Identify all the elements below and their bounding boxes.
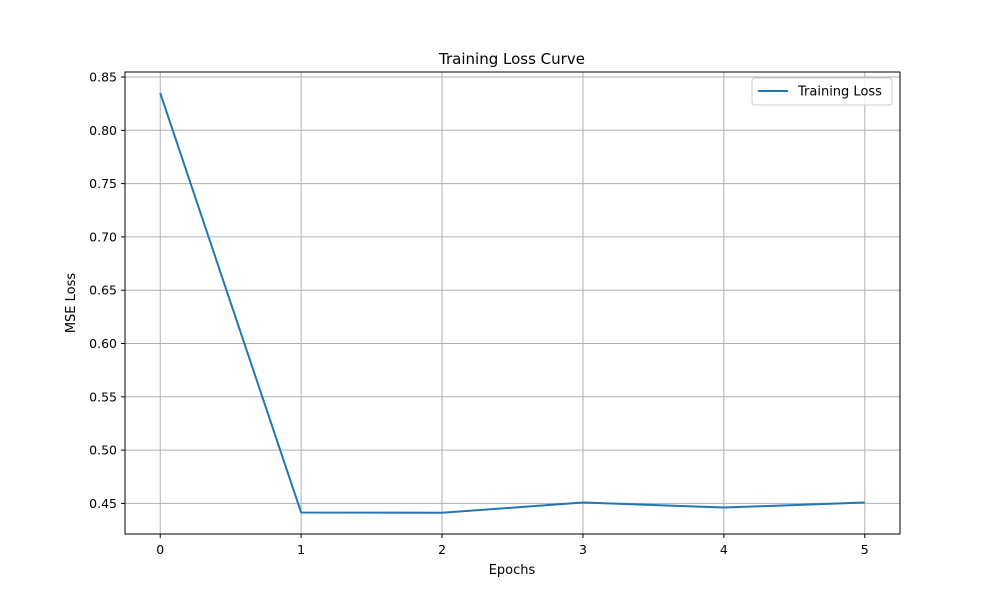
- y-tick-label: 0.45: [89, 496, 117, 511]
- series-layer: [159, 92, 865, 514]
- chart-title: Training Loss Curve: [438, 50, 585, 68]
- x-axis-title: Epochs: [489, 563, 536, 578]
- legend-box: [751, 77, 893, 106]
- legend-label-training-loss: Training Loss: [797, 85, 882, 100]
- y-tick-label: 0.80: [89, 123, 117, 138]
- x-tick-label: 0: [156, 542, 164, 557]
- y-tick-label: 0.70: [89, 229, 117, 244]
- y-tick-label: 0.55: [89, 389, 117, 404]
- series-line-training-loss: [159, 92, 865, 514]
- y-tick-label: 0.50: [89, 443, 117, 458]
- x-tick-label: 3: [579, 542, 587, 557]
- x-tick-label: 1: [297, 542, 305, 557]
- y-axis: 0.45 0.50 0.55 0.60 0.65 0.70 0.75 0.80 0.85: [89, 70, 125, 511]
- gridlines: [125, 72, 900, 534]
- y-tick-label: 0.75: [89, 176, 117, 191]
- y-tick-label: 0.60: [89, 336, 117, 351]
- y-axis-title: MSE Loss: [64, 273, 79, 334]
- x-axis: 0 1 2 3 4 5: [156, 534, 869, 557]
- legend: Training Loss: [751, 77, 893, 106]
- x-tick-label: 5: [861, 542, 869, 557]
- x-tick-label: 2: [438, 542, 446, 557]
- x-tick-label: 4: [720, 542, 728, 557]
- y-tick-label: 0.65: [89, 283, 117, 298]
- y-tick-label: 0.85: [89, 70, 117, 85]
- plot-frame: [124, 71, 901, 535]
